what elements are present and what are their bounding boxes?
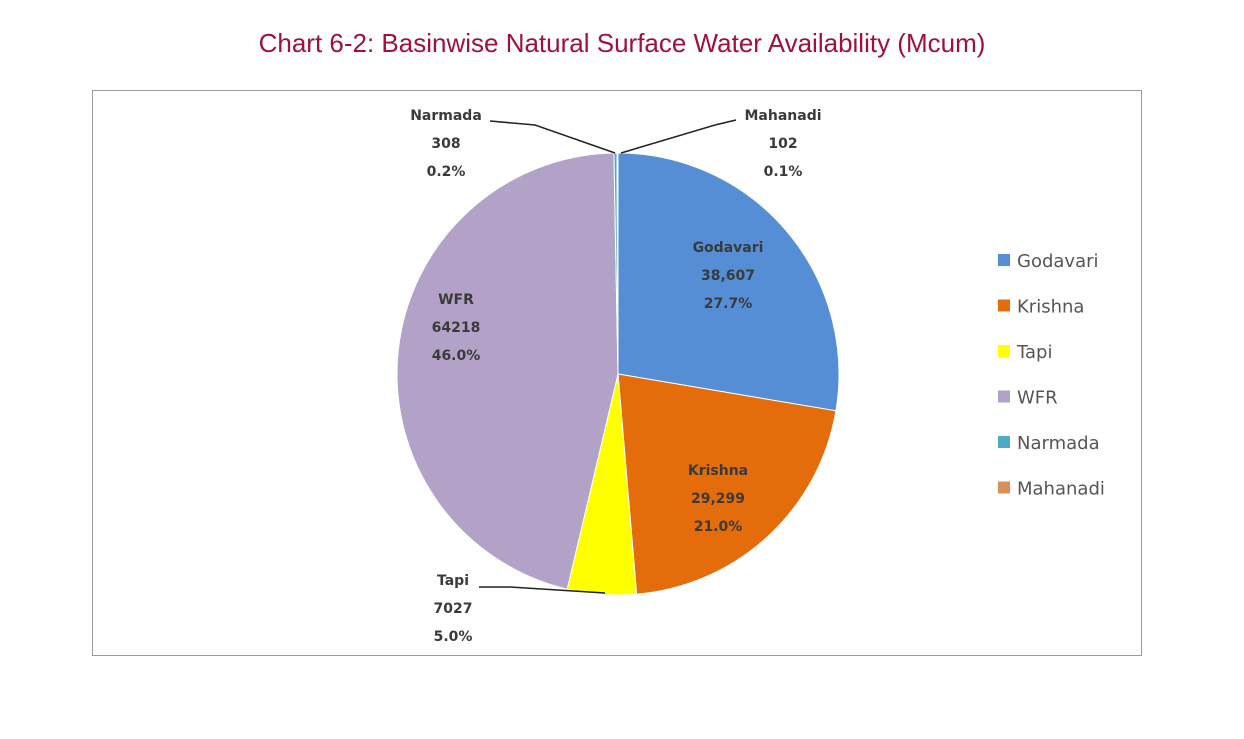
data-label-name: Krishna — [688, 463, 748, 479]
leader-line-narmada — [489, 120, 616, 154]
data-label-value: 29,299 — [691, 491, 745, 507]
legend-swatch-mahanadi — [998, 481, 1010, 494]
data-label-percent: 0.1% — [764, 164, 803, 180]
pie-slice-godavari — [617, 152, 840, 412]
data-label-value: 64218 — [432, 320, 481, 336]
legend-label-mahanadi: Mahanadi — [1017, 479, 1105, 500]
data-label-name: WFR — [438, 292, 474, 308]
legend-label-tapi: Tapi — [1016, 342, 1052, 363]
data-label-value: 308 — [431, 136, 460, 152]
data-label-value: 7027 — [434, 601, 473, 617]
legend-label-narmada: Narmada — [1017, 433, 1100, 454]
legend-label-wfr: WFR — [1017, 388, 1058, 409]
pie-slice-mahanadi — [616, 152, 619, 375]
pie-slice-krishna — [617, 373, 837, 595]
data-label-value: 38,607 — [701, 268, 755, 284]
legend-swatch-wfr — [998, 390, 1010, 403]
leader-line-mahanadi — [620, 119, 737, 154]
legend-swatch-tapi — [998, 345, 1010, 357]
legend-swatch-narmada — [998, 436, 1010, 448]
data-label-name: Godavari — [693, 240, 764, 256]
legend-swatch-krishna — [998, 299, 1010, 312]
data-label-name: Mahanadi — [744, 108, 821, 124]
data-label-percent: 0.2% — [427, 164, 466, 180]
chart-title: Chart 6-2: Basinwise Natural Surface Wat… — [258, 28, 986, 58]
data-label-value: 102 — [768, 136, 797, 152]
data-label-percent: 5.0% — [434, 629, 473, 645]
data-label-percent: 46.0% — [432, 348, 481, 364]
data-label-name: Narmada — [410, 108, 482, 124]
legend-label-godavari: Godavari — [1017, 251, 1099, 272]
data-label-percent: 21.0% — [694, 519, 743, 535]
pie-slice-wfr — [396, 152, 619, 590]
data-label-name: Tapi — [437, 573, 469, 589]
legend-swatch-godavari — [998, 254, 1010, 266]
data-label-percent: 27.7% — [704, 296, 753, 312]
legend-label-krishna: Krishna — [1017, 297, 1084, 318]
chart-area — [92, 90, 1142, 656]
leader-line-tapi — [479, 586, 606, 594]
